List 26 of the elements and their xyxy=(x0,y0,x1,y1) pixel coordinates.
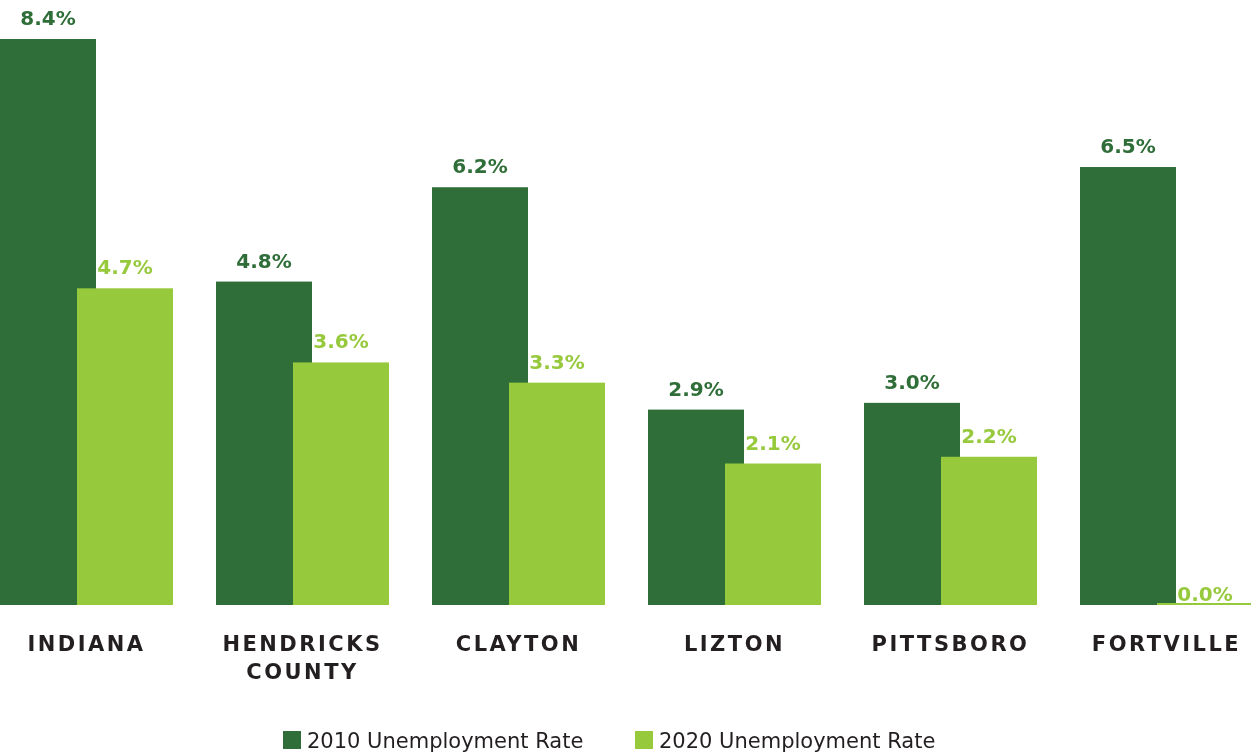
data-label: 0.0% xyxy=(1177,582,1233,606)
data-label: 6.5% xyxy=(1100,134,1156,159)
data-label: 4.8% xyxy=(236,248,292,273)
data-label: 4.7% xyxy=(97,255,153,280)
data-label: 6.2% xyxy=(452,154,508,179)
legend-label: 2020 Unemployment Rate xyxy=(659,729,936,753)
bar xyxy=(1080,167,1176,605)
data-label: 8.4% xyxy=(20,6,76,30)
bar xyxy=(941,456,1037,605)
x-tick-label: INDIANA xyxy=(27,632,146,656)
data-label: 2.1% xyxy=(745,430,801,455)
bar xyxy=(293,362,389,605)
data-label: 3.6% xyxy=(313,329,369,354)
x-tick-label: CLAYTON xyxy=(455,632,582,656)
x-tick-label: PITTSBORO xyxy=(871,632,1030,656)
bar xyxy=(725,463,821,605)
legend-label: 2010 Unemployment Rate xyxy=(307,729,584,753)
data-label: 2.2% xyxy=(961,423,1017,448)
bar xyxy=(77,288,173,605)
x-tick-label: HENDRICKS COUNTY xyxy=(222,632,383,684)
data-label: 3.3% xyxy=(529,349,585,374)
x-tick-label: FORTVILLE xyxy=(1091,632,1242,656)
bar xyxy=(509,382,605,605)
x-tick-label: LIZTON xyxy=(683,632,786,656)
data-label: 2.9% xyxy=(668,376,724,401)
data-label: 3.0% xyxy=(884,369,940,394)
